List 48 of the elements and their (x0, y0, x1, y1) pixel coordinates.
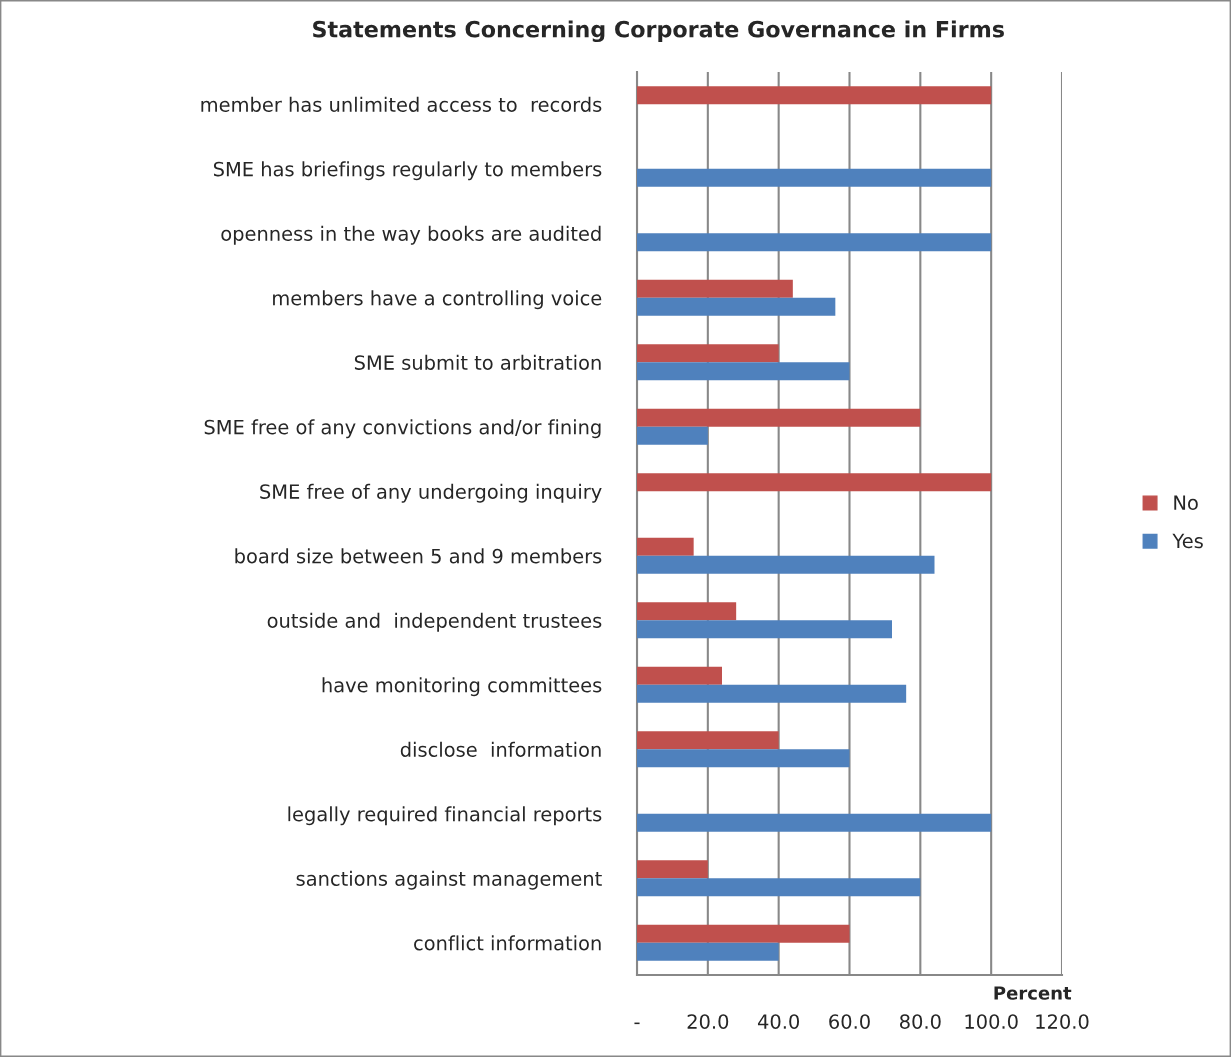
bar (637, 860, 708, 879)
y-tick-label: members have a controlling voice (273, 290, 602, 310)
bar (637, 684, 907, 703)
x-tick-label: 60.0 (829, 1014, 870, 1029)
bar (637, 168, 992, 187)
bar (637, 86, 992, 105)
y-tick-label: member has unlimited access to records (201, 96, 602, 112)
y-tick-label: SME free of any convictions and/or fining (204, 419, 601, 439)
bar (637, 878, 921, 897)
bar (637, 473, 992, 492)
y-tick-label: have monitoring committees (322, 677, 602, 697)
y-tick-label: legally required financial reports (288, 806, 602, 826)
y-tick-label: outside and independent trustees (267, 612, 602, 632)
y-tick-label: sanctions against management (296, 870, 602, 890)
bar (637, 555, 935, 574)
bar (637, 297, 836, 316)
x-axis-title: Percent (994, 986, 1072, 1000)
x-tick-label: 80.0 (900, 1014, 941, 1029)
y-tick-label: SME submit to arbitration (354, 354, 601, 370)
y-tick-label: SME has briefings regularly to members (213, 161, 602, 181)
bar (637, 602, 737, 621)
x-tick-label: 20.0 (687, 1014, 729, 1029)
bar (637, 666, 722, 685)
legend-label: Yes (1172, 533, 1203, 549)
bar (637, 620, 892, 639)
x-tick-label: 120.0 (1036, 1014, 1089, 1029)
bar (637, 426, 708, 445)
y-tick-label: SME free of any undergoing inquiry (260, 483, 602, 503)
bar (637, 924, 850, 943)
y-tick-label: board size between 5 and 9 members (235, 548, 602, 564)
bar (637, 279, 793, 298)
y-tick-label: openness in the way books are audited (221, 225, 601, 245)
chart-title: Statements Concerning Corporate Governance in Firms (313, 20, 1004, 43)
y-tick-label: disclose information (400, 741, 601, 757)
bar (637, 749, 850, 768)
bar (637, 408, 921, 427)
x-tick-label: - (634, 1022, 640, 1025)
legend-label: No (1174, 495, 1198, 511)
bar (637, 344, 779, 363)
bar (637, 942, 779, 961)
x-tick-label: 40.0 (757, 1014, 800, 1029)
bar (637, 731, 779, 750)
bar (637, 362, 850, 381)
y-tick-label: conflict information (414, 935, 601, 951)
bar (637, 813, 992, 832)
x-tick-label: 100.0 (965, 1014, 1018, 1029)
bar (637, 537, 694, 556)
bar (637, 233, 992, 252)
